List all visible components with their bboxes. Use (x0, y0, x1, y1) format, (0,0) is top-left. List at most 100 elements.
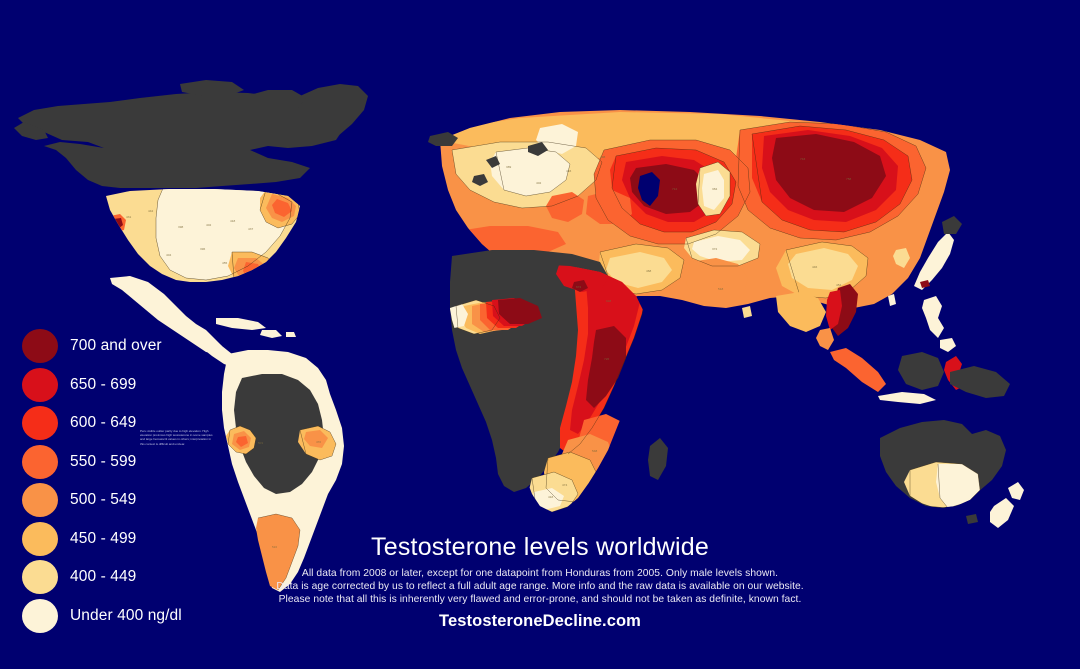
svg-text:743: 743 (800, 157, 805, 161)
region-australia-oceania (880, 420, 1024, 528)
svg-text:498: 498 (600, 155, 605, 159)
region-south-america: 503 470 516 (222, 350, 344, 592)
region-papua-nodata (950, 366, 1010, 398)
legend-swatch-under-400 (22, 598, 58, 633)
svg-text:431: 431 (126, 215, 131, 219)
legend-label-600-649: 600 - 649 (70, 414, 137, 432)
legend-label-700-and-over: 700 and over (70, 337, 162, 355)
region-madagascar-nodata (648, 438, 668, 480)
legend-item[interactable]: 450 - 499 (14, 520, 204, 559)
svg-text:452: 452 (836, 283, 841, 287)
landmass-greenland (298, 84, 368, 142)
svg-text:470: 470 (316, 440, 321, 444)
landmass-canada-greenland (18, 92, 344, 188)
svg-text:389: 389 (506, 165, 511, 169)
svg-text:442: 442 (148, 209, 153, 213)
region-eurasia: 389 402 416 498 712 384 743 758 372 446 … (440, 110, 1010, 480)
svg-text:418: 418 (230, 219, 235, 223)
landmass-arctic-islands (180, 80, 244, 96)
svg-text:468: 468 (646, 269, 651, 273)
region-sumatra (830, 348, 886, 392)
legend-label-450-499: 450 - 499 (70, 529, 137, 547)
legend-label-550-599: 550 - 599 (70, 452, 137, 470)
svg-text:372: 372 (712, 247, 717, 251)
region-philippines-south (940, 338, 956, 352)
legend-item[interactable]: 600 - 649 (14, 404, 204, 443)
region-ireland-nodata (472, 174, 488, 186)
legend-item[interactable]: 550 - 599 (14, 443, 204, 482)
region-tasmania (966, 514, 978, 524)
legend-label-under-400: Under 400 ng/dl (70, 606, 182, 624)
region-borneo-nodata (898, 352, 944, 390)
legend-swatch-600-649 (22, 406, 58, 441)
legend-swatch-500-549 (22, 483, 58, 518)
legend-label-650-699: 650 - 699 (70, 375, 137, 393)
legend-item[interactable]: 500 - 549 (14, 481, 204, 520)
svg-text:446: 446 (812, 265, 817, 269)
svg-text:416: 416 (566, 169, 571, 173)
landmass-baffin (244, 90, 306, 112)
region-iceland-nodata (428, 132, 458, 146)
region-philippines (922, 296, 944, 338)
region-caribbean-hispaniola (260, 330, 282, 338)
region-indochina (776, 292, 826, 332)
region-vietnam-inner (826, 290, 842, 330)
svg-text:402: 402 (206, 223, 211, 227)
legend-swatch-650-699 (22, 367, 58, 402)
legend-swatch-550-599 (22, 444, 58, 479)
legend-swatch-700-and-over (22, 329, 58, 364)
region-malay (816, 328, 834, 350)
eurasia-heat-bands: 389 402 416 498 712 384 743 758 372 446 … (440, 110, 950, 308)
svg-text:548: 548 (592, 449, 597, 453)
east-africa-heat-bands: 648 726 548 474 418 672 (448, 264, 647, 512)
region-norway-nodata (528, 142, 548, 156)
legend-label-400-449: 400 - 449 (70, 568, 137, 586)
legend-item[interactable]: 400 - 449 (14, 558, 204, 597)
legend-swatch-450-499 (22, 521, 58, 556)
svg-text:648: 648 (606, 299, 611, 303)
legend-swatch-400-449 (22, 560, 58, 595)
testosterone-level-legend: 700 and over 650 - 699 600 - 649 550 - 5… (14, 327, 204, 635)
svg-text:518: 518 (718, 287, 723, 291)
svg-text:398: 398 (178, 225, 183, 229)
peru-outlier-annotation: Peru visible outlier partly due to high … (140, 429, 213, 446)
svg-text:726: 726 (604, 357, 609, 361)
landmass-alaska-panhandle (14, 122, 48, 140)
svg-text:396: 396 (200, 247, 205, 251)
legend-label-500-549: 500 - 549 (70, 491, 137, 509)
svg-text:404: 404 (166, 253, 171, 257)
svg-text:384: 384 (712, 187, 717, 191)
region-srilanka (742, 306, 752, 318)
region-peru-hotspot-peak (236, 436, 248, 447)
region-caribbean-puertorico (286, 332, 296, 337)
region-mexico (110, 276, 222, 354)
region-brazil-nodata (234, 374, 324, 494)
australia-heat-bands (904, 461, 981, 508)
svg-text:503: 503 (258, 441, 263, 445)
region-japan-spot (920, 280, 930, 288)
svg-text:418: 418 (548, 495, 553, 499)
region-new-zealand-north (1008, 482, 1024, 500)
legend-item[interactable]: 650 - 699 (14, 366, 204, 405)
legend-item[interactable]: Under 400 ng/dl (14, 597, 204, 636)
region-japan (914, 232, 954, 290)
legend-item[interactable]: 700 and over (14, 327, 204, 366)
svg-text:437: 437 (248, 227, 253, 231)
svg-text:672: 672 (576, 285, 581, 289)
region-new-zealand-south (990, 498, 1014, 528)
region-patagonia (256, 514, 300, 590)
svg-text:402: 402 (536, 181, 541, 185)
region-caribbean-cuba (216, 318, 266, 330)
region-taiwan (888, 294, 896, 306)
region-africa: 648 726 548 474 418 672 (448, 250, 647, 512)
region-scotland-nodata (486, 156, 500, 168)
region-japan-hokkaido (942, 216, 962, 234)
svg-text:516: 516 (272, 545, 277, 549)
svg-text:758: 758 (846, 177, 851, 181)
svg-text:455: 455 (222, 261, 227, 265)
region-rio-spot (304, 430, 328, 448)
region-korea (893, 248, 910, 268)
region-java (878, 392, 936, 404)
